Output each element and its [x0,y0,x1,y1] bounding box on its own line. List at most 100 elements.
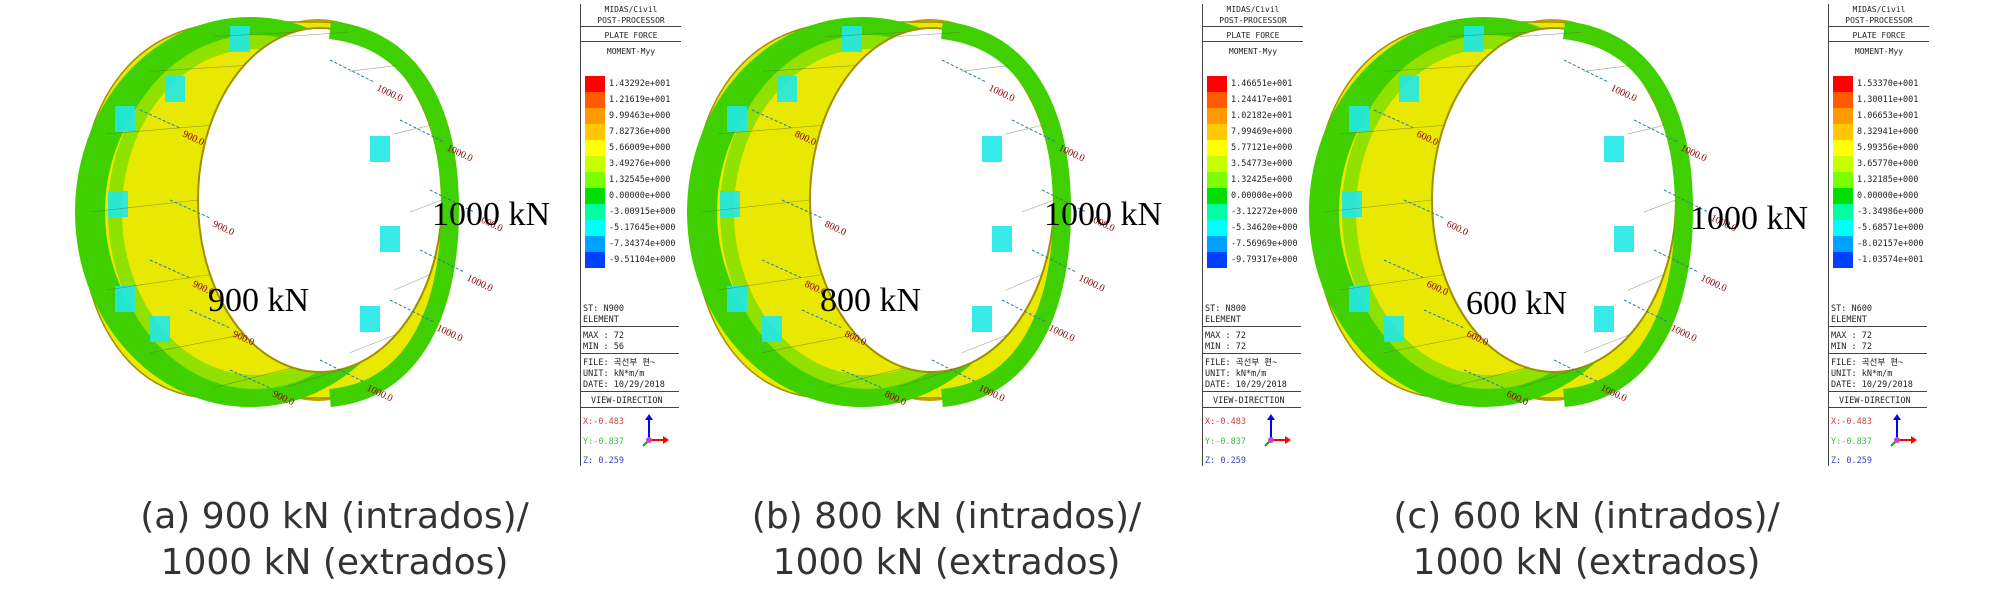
unit-label: UNIT: kN*m/m [583,369,645,379]
min-label: MIN : 72 [1831,342,1872,352]
load-arrow [169,199,211,219]
mesh-line [1021,199,1055,213]
mesh-line [105,274,211,291]
view-x-value: X:-0.483 [1831,417,1872,427]
scale-swatch [1207,172,1227,188]
cyan-patch [1342,191,1362,217]
caption-line-2: 1000 kN (extrados) [160,542,509,583]
axis-triad-icon [642,414,669,447]
intrados-load-label: 900 kN [208,282,310,319]
max-label: MAX : 72 [1831,331,1872,341]
load-arrow-value: 1000.0 [435,323,465,345]
ring-contour-plot: 900.0900.0900.0900.0900.01000.01000.0100… [75,17,504,408]
legend-component: MOMENT-Myy [606,47,656,56]
mesh-line [897,32,960,37]
extrados-load-label: 1000 kN [432,196,551,233]
ring-right-edge [1562,21,1694,407]
legend-result-type: PLATE FORCE [581,30,681,42]
scale-swatch [585,124,605,140]
mesh-line [826,367,905,388]
mesh-line [89,199,199,213]
scale-swatch [1207,108,1227,124]
mesh-line [349,65,397,72]
load-arrow [1403,199,1445,219]
load-arrow [189,309,231,329]
scale-swatch [1833,124,1853,140]
scale-value: 1.02182e+001 [1231,111,1293,121]
mesh-line [897,367,960,388]
scale-value: 3.49276e+000 [609,159,671,169]
scale-swatch [585,236,605,252]
load-arrow [1383,259,1425,279]
scale-value: -8.02157e+000 [1857,239,1924,249]
scale-values: 1.46651e+001 1.24417e+001 1.02182e+001 7.99… [1231,76,1298,268]
scale-swatch [585,92,605,108]
load-arrow [229,369,271,389]
mesh-line [285,32,348,37]
scale-swatch [585,220,605,236]
panel-a: 900.0 900.0 900.0 900.0 900.0 1000.0 1000.0 100… [0,0,681,594]
load-arrow [1663,189,1709,213]
stage-label: ST: N800 [1205,304,1246,314]
scale-swatch [585,172,605,188]
legend-module: POST-PROCESSOR [581,15,681,27]
ring-opening [809,27,1055,373]
min-label: MIN : 56 [583,342,624,352]
view-y-value: Y:-0.837 [1205,437,1246,447]
cyan-patch [1604,136,1624,162]
cyan-patch [360,306,380,332]
legend-divider [1829,353,1927,354]
mesh-line [1448,32,1527,37]
legend-divider [1203,391,1301,392]
panel-b: 800.0 800.0 800.0 800.0 800.0 1000.0 1000.0 100… [612,0,1303,594]
file-label: FILE: 곡선부 편~ [583,358,656,368]
view-z-value: Z: 0.259 [583,456,624,466]
max-label: MAX : 72 [583,331,624,341]
mesh-line [409,199,443,213]
mesh-line [717,274,823,291]
load-arrow [941,59,987,83]
mesh-line [1628,274,1665,291]
load-arrow-value: 1000.0 [1077,273,1107,295]
legend-panel: MIDAS/Civil POST-PROCESSOR PLATE FORCE MOME… [1828,4,1929,466]
scale-swatch [1207,236,1227,252]
load-arrow [399,119,445,143]
mesh-line [1628,125,1664,135]
load-arrow [1373,109,1415,129]
caption-line-1: (c) 600 kN (intrados)/ [1393,496,1780,537]
scale-swatch [1833,172,1853,188]
scale-value: 7.82736e+000 [609,127,671,137]
legend-module: POST-PROCESSOR [1203,15,1303,27]
cyan-patch [982,136,1002,162]
cyan-patch [727,106,747,132]
load-arrow [1463,369,1505,389]
scale-value: 0.00000e+000 [609,191,671,201]
scale-swatch [585,156,605,172]
mesh-line [961,334,1009,354]
file-label: FILE: 곡선부 편~ [1831,358,1904,368]
scale-swatch [1833,108,1853,124]
load-arrow [1563,59,1609,83]
scale-swatch [1833,220,1853,236]
ring-right-edge [940,21,1072,407]
intrados-load-label: 600 kN [1466,285,1568,322]
extrados-load-label: 1000 kN [1044,196,1163,233]
scale-value: 1.46651e+001 [1231,79,1293,89]
scale-value: -1.03574e+001 [1857,255,1924,265]
scale-values: 1.53370e+001 1.30011e+001 1.06653e+001 8.32… [1857,76,1924,268]
view-direction-label: VIEW-DIRECTION [591,396,663,406]
scale-value: 8.32941e+000 [1857,127,1919,137]
cyan-patch [230,26,250,52]
cyan-patch [108,191,128,217]
scale-swatch [1833,156,1853,172]
scale-values: 1.43292e+001 1.21619e+001 9.99463e+000 7.82… [609,76,676,268]
load-arrow [751,109,793,129]
mesh-line [826,32,905,37]
load-arrow [841,369,883,389]
load-arrow [801,309,843,329]
file-label: FILE: 곡선부 편~ [1205,358,1278,368]
scale-swatch [585,140,605,156]
date-label: DATE: 10/29/2018 [1831,380,1913,390]
cyan-patch [1399,76,1419,102]
mesh-line [1006,274,1043,291]
